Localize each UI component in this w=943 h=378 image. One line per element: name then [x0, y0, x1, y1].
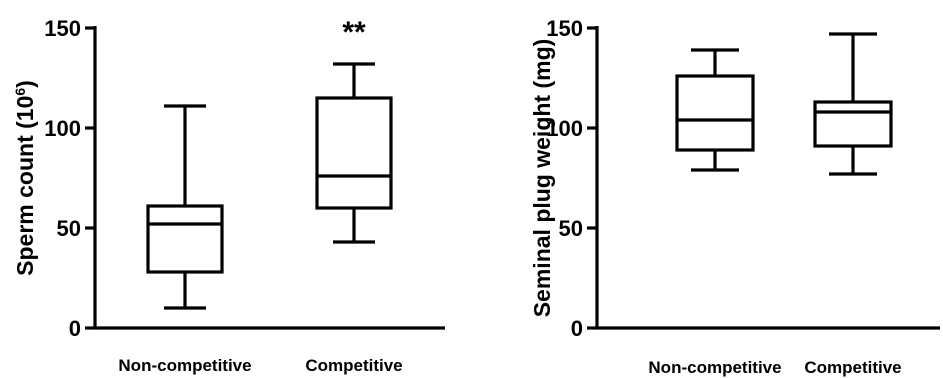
y-tick-label: 100	[546, 116, 583, 141]
x-category-label: Non-competitive	[648, 358, 781, 377]
box-iqr	[675, 74, 755, 152]
y-tick-label: 50	[559, 216, 583, 241]
y-axis-label: Sperm count (106)	[12, 80, 38, 276]
x-category-label: Non-competitive	[118, 356, 251, 375]
box-iqr	[146, 204, 224, 274]
x-category-label: Competitive	[305, 356, 402, 375]
y-tick-label: 0	[571, 316, 583, 341]
significance-annotation: **	[342, 16, 366, 49]
y-tick-label: 150	[546, 16, 583, 41]
box-iqr	[315, 96, 393, 210]
y-tick-label: 0	[69, 316, 81, 341]
panel-seminal-plug-weight: 0 50 100 150 Non-competitive Competitive Semin…	[529, 16, 940, 377]
y-tick-label: 50	[57, 216, 81, 241]
y-axis-label: Seminal plug weight (mg)	[529, 39, 555, 318]
box-iqr	[813, 100, 893, 148]
y-tick-label: 100	[44, 116, 81, 141]
panel-sperm-count: 0 50 100 150 Non-competitive Competitive ** Spe…	[12, 16, 445, 375]
x-category-label: Competitive	[804, 358, 901, 377]
y-tick-label: 150	[44, 16, 81, 41]
